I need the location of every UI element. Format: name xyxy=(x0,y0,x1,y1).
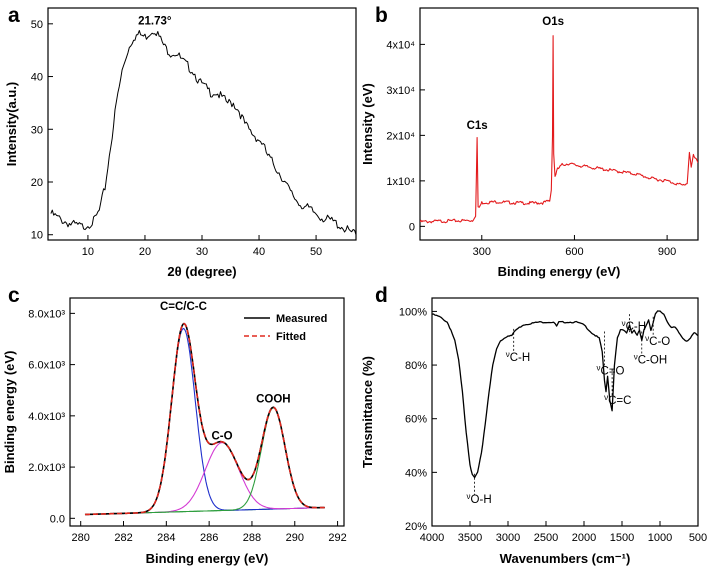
xps-survey-line xyxy=(420,35,698,224)
x-tick-label: 280 xyxy=(72,532,90,544)
y-tick-label: 100% xyxy=(399,306,427,318)
x-tick-label: 3000 xyxy=(496,532,520,544)
y-axis-label: Transmittance (%) xyxy=(360,356,375,468)
component-peak-2 xyxy=(84,407,325,516)
panel-letter: c xyxy=(8,284,20,307)
x-axis-label: Binding energy (eV) xyxy=(146,551,269,566)
x-tick-label: 4000 xyxy=(420,532,444,544)
plot-area xyxy=(84,322,325,516)
peak-annotation: νC-H xyxy=(622,319,646,333)
panel-a: a 10 20 30 40 50 10 20 30 40 50 2θ (degree) Intensit… xyxy=(4,4,357,279)
peak-annotation: 21.73° xyxy=(138,15,172,27)
plot-area xyxy=(50,30,356,235)
legend-label-fitted: Fitted xyxy=(276,331,306,343)
y-tick-label: 0.0 xyxy=(50,513,65,525)
x-tick-label: 290 xyxy=(286,532,304,544)
x-tick-label: 300 xyxy=(473,246,491,258)
y-tick-label: 80% xyxy=(405,360,427,372)
x-tick-label: 20 xyxy=(139,246,151,258)
y-tick-label: 3x10⁴ xyxy=(386,85,415,97)
plot-frame xyxy=(47,7,357,241)
plot-frame xyxy=(69,297,345,527)
x-tick-label: 284 xyxy=(157,532,175,544)
y-tick-label: 30 xyxy=(31,124,43,136)
y-tick-label: 20 xyxy=(31,177,43,189)
x-tick-label: 40 xyxy=(253,246,265,258)
y-tick-label: 6.0x10³ xyxy=(28,360,65,372)
x-axis-label: Binding energy (eV) xyxy=(498,264,621,279)
x-tick-label: 292 xyxy=(328,532,346,544)
panel-letter: a xyxy=(8,4,20,27)
peak-annotation: C=C/C-C xyxy=(160,301,207,313)
x-tick-label: 900 xyxy=(658,246,676,258)
y-axis-label: Binding energy (eV) xyxy=(2,351,17,474)
ftir-line xyxy=(432,310,698,479)
measured-line xyxy=(84,322,325,516)
y-tick-label: 2x10⁴ xyxy=(386,130,415,142)
x-tick-label: 10 xyxy=(82,246,94,258)
plot-frame xyxy=(431,297,699,527)
x-tick-label: 286 xyxy=(200,532,218,544)
y-axis-label: Intensity (eV) xyxy=(360,83,375,165)
peak-annotation: νO-H xyxy=(467,492,492,506)
panel-c: c 280 282 284 286 288 290 292 0.0 2.0x10³ 4.0x10³ 6… xyxy=(2,284,347,566)
peak-annotation: C1s xyxy=(467,120,488,132)
x-tick-label: 2000 xyxy=(572,532,596,544)
x-tick-label: 1500 xyxy=(610,532,634,544)
y-axis-label: Intensity(a.u.) xyxy=(4,82,19,167)
x-tick-label: 2500 xyxy=(534,532,558,544)
peak-annotation: νC-OH xyxy=(634,353,667,367)
x-tick-label: 30 xyxy=(196,246,208,258)
y-tick-label: 40% xyxy=(405,467,427,479)
y-tick-label: 10 xyxy=(31,230,43,242)
fitted-line xyxy=(84,322,325,516)
x-tick-label: 600 xyxy=(565,246,583,258)
legend-label-measured: Measured xyxy=(276,313,327,325)
xrd-line xyxy=(50,30,356,235)
x-tick-label: 500 xyxy=(689,532,707,544)
y-tick-label: 4x10⁴ xyxy=(386,39,415,51)
y-tick-label: 0 xyxy=(409,221,415,233)
y-tick-label: 1x10⁴ xyxy=(386,176,415,188)
y-tick-label: 4.0x10³ xyxy=(28,411,65,423)
panel-b: b 300 600 900 0 1x10⁴ 2x10⁴ 3x10⁴ 4x10⁴ Binding e… xyxy=(360,4,699,279)
peak-annotation: νC-H xyxy=(506,350,530,364)
peak-annotation: νC=C xyxy=(604,393,631,407)
plot-area xyxy=(432,310,698,479)
peak-annotation: νC=O xyxy=(597,363,625,377)
y-tick-label: 20% xyxy=(405,521,427,533)
panel-letter: b xyxy=(375,4,388,27)
plot-frame xyxy=(419,7,699,241)
y-tick-label: 2.0x10³ xyxy=(28,462,65,474)
x-tick-label: 288 xyxy=(243,532,261,544)
y-tick-label: 50 xyxy=(31,19,43,31)
y-tick-label: 60% xyxy=(405,414,427,426)
panel-d: d 4000 3500 3000 2500 2000 1500 1000 500 20% 40% 60… xyxy=(360,284,707,566)
plot-area xyxy=(420,35,698,224)
y-tick-label: 40 xyxy=(31,72,43,84)
x-axis-label: Wavenumbers (cm⁻¹) xyxy=(500,551,631,566)
peak-annotation: C-O xyxy=(211,430,232,442)
peak-annotation: O1s xyxy=(542,16,564,28)
peak-annotation: COOH xyxy=(256,393,291,405)
x-tick-label: 50 xyxy=(310,246,322,258)
x-tick-label: 3500 xyxy=(458,532,482,544)
x-tick-label: 1000 xyxy=(648,532,672,544)
x-tick-label: 282 xyxy=(114,532,132,544)
component-peak-0 xyxy=(84,327,325,516)
panel-letter: d xyxy=(375,284,388,307)
y-tick-label: 8.0x10³ xyxy=(28,308,65,320)
x-axis-label: 2θ (degree) xyxy=(167,264,236,279)
peak-annotation: νC-O xyxy=(645,334,670,348)
